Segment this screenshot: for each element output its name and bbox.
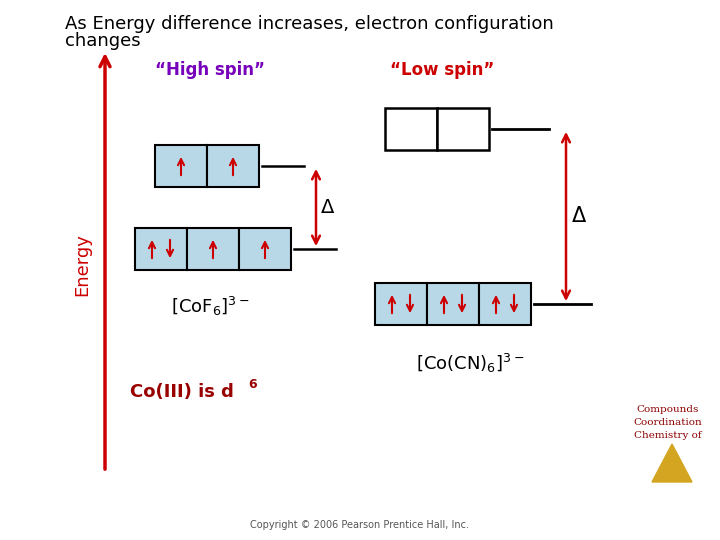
- Bar: [135, 228, 187, 270]
- Bar: [239, 228, 291, 270]
- Text: 6: 6: [248, 377, 256, 390]
- Text: Co(III) is d: Co(III) is d: [130, 383, 234, 401]
- Bar: [427, 283, 479, 325]
- Bar: [479, 283, 531, 325]
- Text: $[\mathrm{CoF_6}]^{3-}$: $[\mathrm{CoF_6}]^{3-}$: [171, 295, 249, 318]
- Text: Chemistry of: Chemistry of: [634, 431, 702, 440]
- Bar: [385, 108, 437, 150]
- Bar: [375, 283, 427, 325]
- Text: As Energy difference increases, electron configuration: As Energy difference increases, electron…: [65, 15, 554, 33]
- Text: changes: changes: [65, 32, 140, 50]
- Bar: [155, 145, 207, 187]
- Bar: [187, 228, 239, 270]
- Text: Δ: Δ: [572, 206, 586, 226]
- Bar: [207, 145, 259, 187]
- Text: $[\mathrm{Co(CN)_6}]^{3-}$: $[\mathrm{Co(CN)_6}]^{3-}$: [416, 352, 524, 375]
- Bar: [437, 108, 489, 150]
- Text: Energy: Energy: [73, 234, 91, 296]
- Text: Compounds: Compounds: [636, 405, 699, 414]
- Text: Copyright © 2006 Pearson Prentice Hall, Inc.: Copyright © 2006 Pearson Prentice Hall, …: [251, 520, 469, 530]
- Text: Coordination: Coordination: [634, 418, 703, 427]
- Text: Δ: Δ: [321, 198, 334, 217]
- Text: “High spin”: “High spin”: [155, 61, 265, 79]
- Polygon shape: [652, 444, 692, 482]
- Text: “Low spin”: “Low spin”: [390, 61, 495, 79]
